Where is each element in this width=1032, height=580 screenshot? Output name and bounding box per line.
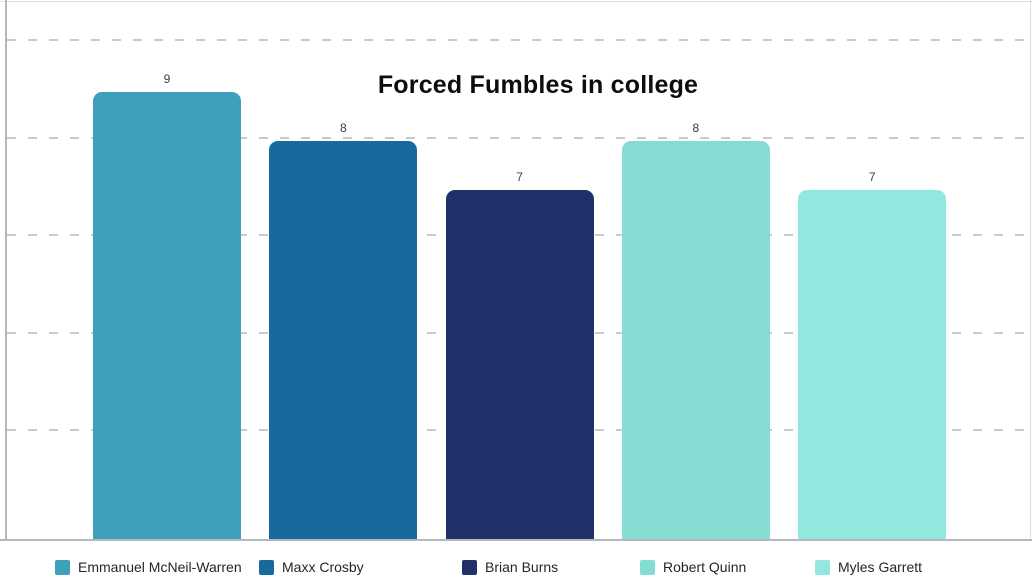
plot-top-border <box>0 1 1032 2</box>
bar-emmanuel-mcneil-warren <box>93 92 241 541</box>
bar-value-label: 8 <box>339 121 347 135</box>
chart-title: Forced Fumbles in college <box>377 71 699 99</box>
legend-item-robert-quinn: Robert Quinn <box>640 559 746 575</box>
plot-right-border <box>1030 0 1031 541</box>
legend-label: Emmanuel McNeil-Warren <box>78 559 242 575</box>
legend: Emmanuel McNeil-Warren Maxx Crosby Brian B… <box>0 552 1032 580</box>
bar-value-label: 9 <box>163 72 171 87</box>
legend-swatch <box>259 559 274 575</box>
legend-label: Robert Quinn <box>663 559 747 575</box>
legend-swatch <box>640 559 655 575</box>
legend-swatch <box>815 559 830 575</box>
legend-item-myles-garrett: Myles Garrett <box>815 559 922 575</box>
legend-label: Brian Burns <box>485 559 559 575</box>
bar-myles-garrett <box>798 189 947 541</box>
legend-item-maxx-crosby: Maxx Crosby <box>259 559 364 575</box>
x-axis-line <box>0 539 1032 541</box>
bar-robert-quinn <box>621 141 770 541</box>
gridline-10 <box>7 39 1032 41</box>
gridline-8 <box>7 136 1032 139</box>
plot-area: 9 8 7 8 7 <box>0 0 1032 541</box>
bar-maxx-crosby <box>269 141 418 541</box>
legend-label: Maxx Crosby <box>282 559 364 575</box>
bar-value-label: 7 <box>868 169 876 184</box>
legend-swatch <box>55 559 70 575</box>
y-axis-line <box>5 0 7 541</box>
bar-value-label: 8 <box>692 121 700 135</box>
legend-item-brian-burns: Brian Burns <box>462 559 558 575</box>
bar-value-label: 7 <box>516 169 523 184</box>
legend-swatch <box>462 559 477 575</box>
legend-item-emmanuel-mcneil-warren: Emmanuel McNeil-Warren <box>55 559 242 575</box>
bar-brian-burns <box>445 189 594 541</box>
legend-label: Myles Garrett <box>838 559 923 575</box>
